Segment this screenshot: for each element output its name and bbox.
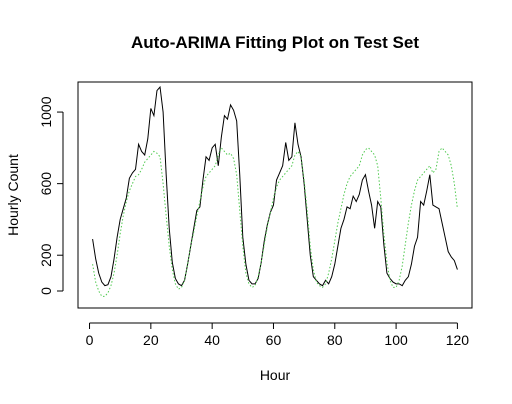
x-tick-label: 40: [204, 332, 220, 348]
data-line: [92, 146, 458, 297]
chart-title: Auto-ARIMA Fitting Plot on Test Set: [131, 33, 419, 52]
x-tick-label: 100: [384, 332, 408, 348]
x-tick-label: 80: [327, 332, 343, 348]
data-line: [92, 85, 458, 287]
x-tick-label: 0: [86, 332, 94, 348]
x-tick-label: 120: [446, 332, 470, 348]
y-tick-label: 200: [38, 243, 54, 267]
x-tick-label: 20: [143, 332, 159, 348]
x-tick-label: 60: [266, 332, 282, 348]
y-tick-label: 1000: [38, 96, 54, 127]
y-axis-label: Hourly Count: [5, 154, 21, 236]
x-axis-label: Hour: [260, 367, 291, 383]
y-tick-label: 0: [38, 287, 54, 295]
y-tick-label: 600: [38, 172, 54, 196]
plot-box: [77, 81, 473, 309]
